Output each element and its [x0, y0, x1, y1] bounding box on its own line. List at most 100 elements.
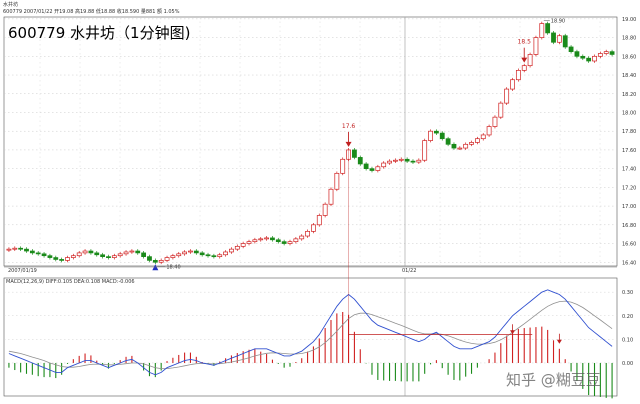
price-axis-tick-label: 17.80	[622, 129, 636, 135]
candle-down	[451, 143, 457, 149]
candle-down	[47, 255, 53, 258]
price-panel-frame	[3, 16, 618, 267]
high-marker-label: 18.90	[551, 19, 565, 25]
candle-up	[258, 238, 264, 241]
candle-up	[480, 134, 486, 140]
candle-up	[328, 188, 334, 205]
candle-down	[88, 250, 94, 254]
candle-down	[275, 239, 281, 243]
macd-axis-tick-label: 0.00	[622, 361, 633, 367]
candle-down	[580, 55, 586, 59]
candle-up	[170, 255, 176, 258]
watermark-text: 知乎 @糊豆豆	[506, 371, 601, 389]
price-axis-tick-label: 18.00	[622, 110, 636, 116]
candle-up	[533, 37, 539, 55]
candle-up	[510, 79, 515, 90]
annotation-arrowhead-18-5	[521, 57, 528, 63]
price-axis-tick-label: 17.00	[622, 204, 636, 210]
candle-up	[597, 53, 603, 57]
candle-down	[59, 259, 65, 261]
candle-up	[381, 162, 387, 168]
candle-down	[357, 157, 363, 165]
candle-down	[152, 260, 158, 263]
candle-up	[264, 237, 269, 240]
candle-up	[515, 70, 521, 81]
candle-up	[176, 253, 182, 257]
candle-up	[164, 257, 170, 261]
candle-up	[70, 255, 76, 258]
candle-up	[334, 172, 340, 190]
price-axis-tick-label: 16.40	[622, 260, 636, 266]
candle-up	[322, 203, 328, 216]
low-marker-label: 18.40	[166, 264, 180, 270]
candle-up	[240, 243, 246, 247]
candle-down	[545, 23, 551, 34]
macd-axis-tick-label: 0.30	[622, 290, 633, 296]
candle-down	[41, 253, 47, 257]
candle-up	[188, 250, 193, 253]
quote-line: 600779 2007/01/22 开19.08 高19.88 低18.88 收…	[3, 9, 180, 15]
candle-down	[574, 51, 580, 57]
price-axis-tick-label: 17.60	[622, 148, 636, 154]
candle-up	[521, 65, 527, 71]
candle-up	[234, 245, 240, 250]
candle-up	[287, 241, 293, 244]
candle-up	[556, 35, 562, 43]
candle-down	[410, 160, 416, 163]
price-axis-tick-label: 18.60	[622, 54, 636, 60]
candle-up	[217, 254, 223, 257]
candle-down	[193, 250, 199, 254]
price-axis-tick-label: 19.00	[622, 17, 636, 23]
candle-up	[539, 23, 545, 38]
candle-up	[65, 257, 70, 261]
candle-down	[562, 35, 568, 48]
candle-up	[223, 251, 228, 256]
candle-up	[422, 140, 428, 161]
candle-up	[129, 250, 135, 253]
candle-up	[504, 88, 510, 104]
candle-up	[123, 251, 129, 255]
candle-up	[12, 247, 18, 250]
price-axis-tick-label: 17.20	[622, 185, 636, 191]
candle-up	[375, 166, 381, 171]
candle-down	[141, 252, 147, 257]
price-axis-tick-label: 17.40	[622, 167, 636, 173]
candle-up	[6, 248, 12, 251]
candle-up	[416, 159, 422, 163]
candle-down	[439, 132, 445, 140]
candle-up	[305, 231, 310, 237]
macd-axis-tick-label: 0.20	[622, 314, 633, 320]
price-axis-tick-label: 18.20	[622, 92, 636, 98]
candle-down	[24, 248, 29, 252]
candle-up	[246, 241, 252, 244]
candle-up	[182, 251, 188, 255]
candle-up	[293, 238, 299, 243]
macd-arrowhead	[510, 330, 516, 335]
candle-up	[111, 255, 117, 258]
candle-down	[53, 257, 59, 260]
price-axis-tick-label: 16.60	[622, 242, 636, 248]
annotation-label-18-5: 18.5	[518, 39, 532, 46]
candle-down	[29, 250, 35, 254]
candle-up	[252, 239, 258, 243]
candle-up	[603, 51, 609, 54]
candle-down	[281, 241, 287, 244]
candle-down	[147, 256, 152, 261]
candle-down	[609, 51, 615, 55]
candle-up	[311, 224, 316, 232]
candle-up	[469, 142, 474, 145]
candle-up	[474, 138, 480, 143]
candle-up	[398, 158, 404, 161]
candle-down	[100, 254, 106, 257]
macd-axis-tick-label: 0.10	[622, 337, 633, 343]
candle-down	[270, 237, 275, 241]
candle-down	[568, 46, 574, 52]
candle-up	[498, 102, 504, 118]
candle-up	[486, 126, 492, 136]
candle-down	[94, 252, 100, 256]
candle-up	[457, 147, 463, 150]
x-tick-label: 01/22	[402, 268, 416, 274]
candle-up	[393, 159, 398, 162]
candle-down	[445, 138, 451, 145]
